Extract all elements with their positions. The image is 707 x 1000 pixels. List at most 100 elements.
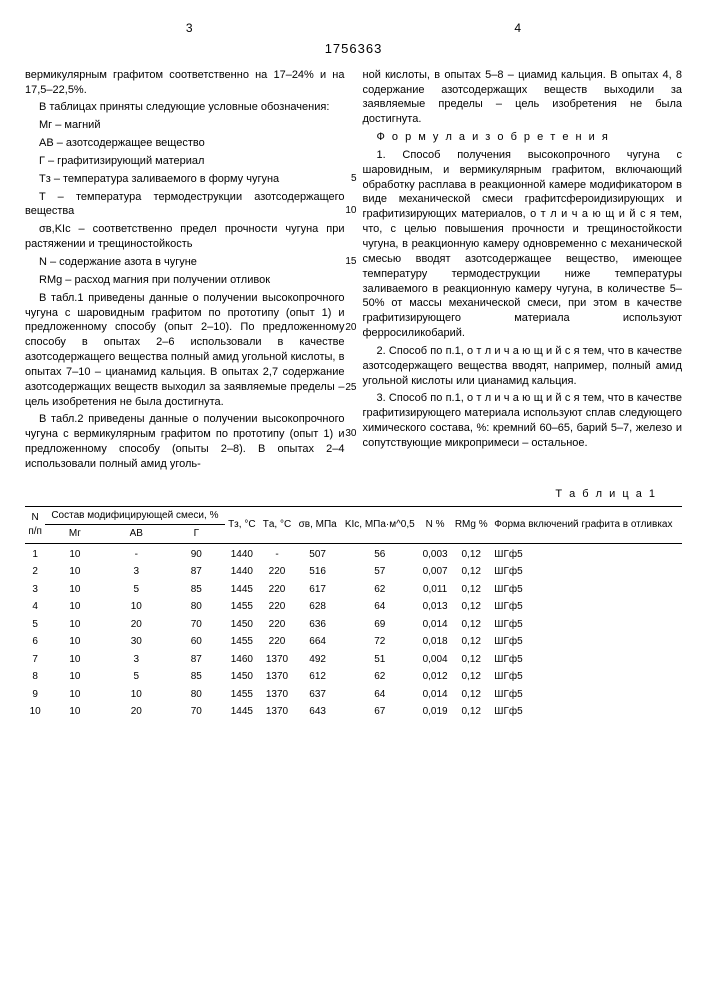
- table-cell: 10: [45, 651, 104, 669]
- table-cell: 64: [340, 686, 419, 704]
- table-cell: 0,012: [419, 668, 451, 686]
- table-cell: 6: [25, 633, 45, 651]
- table-cell: 10: [104, 598, 168, 616]
- table-row: 1010207014451370643670,0190,12ШГф5: [25, 703, 682, 721]
- table-cell: 1440: [225, 543, 260, 563]
- table-cell: 87: [168, 563, 224, 581]
- table-row: 61030601455220664720,0180,12ШГф5: [25, 633, 682, 651]
- line-num-25: 25: [331, 381, 356, 395]
- table-cell: 1445: [225, 581, 260, 599]
- table-cell: 4: [25, 598, 45, 616]
- table-cell: 0,018: [419, 633, 451, 651]
- table-row: 71038714601370492510,0040,12ШГф5: [25, 651, 682, 669]
- table-row: 110-901440-507560,0030,12ШГф5: [25, 543, 682, 563]
- table-cell: 0,12: [451, 598, 491, 616]
- table-cell: 20: [104, 616, 168, 634]
- table-cell: 3: [25, 581, 45, 599]
- table-cell: ШГф5: [491, 633, 682, 651]
- table-cell: 85: [168, 581, 224, 599]
- th-ta: Tа, °C: [259, 506, 295, 543]
- table-cell: 0,12: [451, 686, 491, 704]
- table-cell: 3: [104, 563, 168, 581]
- th-rmg: RMg %: [451, 506, 491, 543]
- table-cell: 0,003: [419, 543, 451, 563]
- table-cell: 637: [295, 686, 341, 704]
- left-p7: T – температура термодеструкции азотсоде…: [25, 190, 345, 220]
- right-p3: 2. Способ по п.1, о т л и ч а ю щ и й с …: [363, 344, 683, 389]
- table-cell: ШГф5: [491, 651, 682, 669]
- table-cell: 0,004: [419, 651, 451, 669]
- th-av: АВ: [104, 525, 168, 544]
- left-p3: Mг – магний: [25, 118, 345, 133]
- table-cell: 1450: [225, 616, 260, 634]
- table-cell: 1370: [259, 703, 295, 721]
- table-cell: 1370: [259, 686, 295, 704]
- table-cell: 5: [25, 616, 45, 634]
- page-num-left: 3: [186, 20, 193, 36]
- table-cell: 0,019: [419, 703, 451, 721]
- table-row: 2103871440220516570,0070,12ШГф5: [25, 563, 682, 581]
- table-row: 81058514501370612620,0120,12ШГф5: [25, 668, 682, 686]
- left-p9: N – содержание азота в чугуне15: [25, 255, 345, 270]
- table-cell: 3: [104, 651, 168, 669]
- table-cell: 1445: [225, 703, 260, 721]
- table-cell: 5: [104, 581, 168, 599]
- left-p8: σв,KIc – соответственно предел прочности…: [25, 222, 345, 252]
- table-cell: ШГф5: [491, 703, 682, 721]
- table-cell: 0,12: [451, 633, 491, 651]
- table-cell: 617: [295, 581, 341, 599]
- table-cell: 69: [340, 616, 419, 634]
- th-npercent: N %: [419, 506, 451, 543]
- table-cell: 10: [45, 543, 104, 563]
- table-cell: 0,014: [419, 686, 451, 704]
- table-cell: ШГф5: [491, 616, 682, 634]
- table-cell: ШГф5: [491, 598, 682, 616]
- th-forma: Форма включений графита в отливках: [491, 506, 682, 543]
- table-cell: ШГф5: [491, 686, 682, 704]
- table-row: 3105851445220617620,0110,12ШГф5: [25, 581, 682, 599]
- table-cell: 0,12: [451, 703, 491, 721]
- table-cell: 80: [168, 598, 224, 616]
- table-cell: 1455: [225, 633, 260, 651]
- th-sigma: σв, МПа: [295, 506, 341, 543]
- line-num-30: 30: [331, 427, 356, 441]
- table-row: 51020701450220636690,0140,12ШГф5: [25, 616, 682, 634]
- table-cell: ШГф5: [491, 581, 682, 599]
- table-cell: 51: [340, 651, 419, 669]
- doc-number: 1756363: [25, 40, 682, 58]
- table-row: 41010801455220628640,0130,12ШГф5: [25, 598, 682, 616]
- line-num-10: 10: [331, 204, 356, 218]
- table-cell: 56: [340, 543, 419, 563]
- table-cell: ШГф5: [491, 563, 682, 581]
- table-cell: ШГф5: [491, 543, 682, 563]
- th-mg: Mг: [45, 525, 104, 544]
- table-cell: 60: [168, 633, 224, 651]
- th-g: Г: [168, 525, 224, 544]
- table-caption: Т а б л и ц а 1: [25, 487, 657, 502]
- left-p11: В табл.1 приведены данные о получении вы…: [25, 291, 345, 410]
- table-cell: 72: [340, 633, 419, 651]
- table-cell: 70: [168, 616, 224, 634]
- table-cell: 10: [45, 633, 104, 651]
- th-sostav: Состав модифицирующей смеси, %: [45, 506, 224, 525]
- table-cell: 10: [45, 668, 104, 686]
- table-cell: 10: [45, 581, 104, 599]
- line-num-15: 15: [331, 255, 356, 269]
- table-cell: 1455: [225, 598, 260, 616]
- left-p10: RMg – расход магния при получении отливо…: [25, 273, 345, 288]
- table-cell: 0,013: [419, 598, 451, 616]
- table-cell: 20: [104, 703, 168, 721]
- table-cell: 0,12: [451, 616, 491, 634]
- left-p2: В таблицах приняты следующие условные об…: [25, 100, 345, 115]
- table-cell: 10: [45, 563, 104, 581]
- left-p4: АВ – азотсодержащее вещество: [25, 136, 345, 151]
- table-cell: 643: [295, 703, 341, 721]
- table-cell: 62: [340, 668, 419, 686]
- table-cell: 10: [104, 686, 168, 704]
- table-cell: 10: [45, 616, 104, 634]
- table-cell: 220: [259, 616, 295, 634]
- left-column: вермикулярным графитом соответственно на…: [25, 68, 345, 475]
- table-cell: 64: [340, 598, 419, 616]
- table-cell: 62: [340, 581, 419, 599]
- table-cell: 1450: [225, 668, 260, 686]
